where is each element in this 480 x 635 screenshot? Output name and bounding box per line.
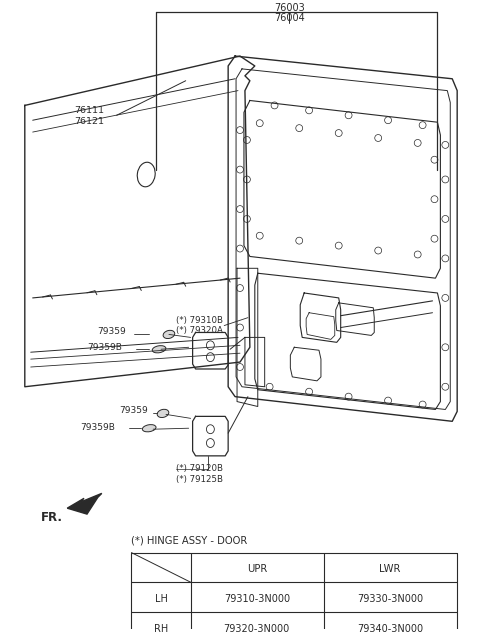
Text: 79320-3N000: 79320-3N000 [224, 624, 290, 634]
Polygon shape [67, 493, 102, 514]
Text: 79340-3N000: 79340-3N000 [357, 624, 423, 634]
Text: (*) 79120B: (*) 79120B [176, 464, 223, 473]
Text: 79330-3N000: 79330-3N000 [357, 594, 423, 604]
Text: (*) 79320A: (*) 79320A [176, 326, 223, 335]
Text: (*) 79310B: (*) 79310B [176, 316, 223, 325]
Text: 76004: 76004 [274, 13, 305, 23]
Ellipse shape [152, 345, 166, 353]
Text: 79310-3N000: 79310-3N000 [224, 594, 290, 604]
Ellipse shape [143, 425, 156, 432]
Text: (*) 79125B: (*) 79125B [176, 475, 223, 484]
Text: 79359: 79359 [120, 406, 148, 415]
Text: LWR: LWR [379, 565, 401, 575]
Text: RH: RH [154, 624, 168, 634]
Text: UPR: UPR [247, 565, 267, 575]
Ellipse shape [163, 330, 175, 338]
Text: FR.: FR. [41, 511, 62, 524]
Text: 79359: 79359 [97, 327, 126, 336]
Text: 76121: 76121 [74, 117, 104, 126]
Text: (*) HINGE ASSY - DOOR: (*) HINGE ASSY - DOOR [132, 536, 248, 545]
Text: LH: LH [155, 594, 168, 604]
Text: 76003: 76003 [274, 3, 305, 13]
Text: 79359B: 79359B [80, 423, 115, 432]
Text: 76111: 76111 [74, 106, 104, 115]
Ellipse shape [157, 410, 169, 418]
Text: 79359B: 79359B [87, 343, 122, 352]
